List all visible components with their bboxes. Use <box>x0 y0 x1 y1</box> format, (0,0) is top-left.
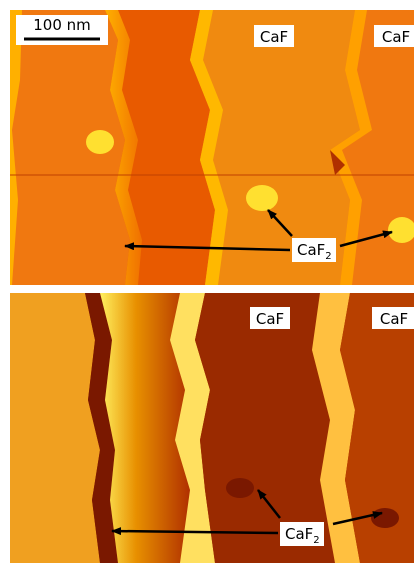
bottom-image: CaF CaF CaF2 <box>10 293 414 563</box>
figure: 100 nm CaF CaF CaF2 CaF CaF CaF2 <box>0 0 414 564</box>
compound-base: CaF <box>285 525 313 543</box>
top-image: 100 nm CaF CaF CaF2 <box>10 10 414 285</box>
compound-sub: 2 <box>313 535 319 546</box>
compound-sub: 2 <box>325 251 331 262</box>
label: CaF <box>256 310 284 328</box>
compound-base: CaF <box>297 241 325 259</box>
label: CaF <box>260 28 288 46</box>
label: CaF <box>382 28 410 46</box>
scale-bar-label: 100 nm <box>33 16 91 34</box>
page: 100 nm CaF CaF CaF2 CaF CaF CaF2 <box>0 0 414 564</box>
label: CaF <box>380 310 408 328</box>
